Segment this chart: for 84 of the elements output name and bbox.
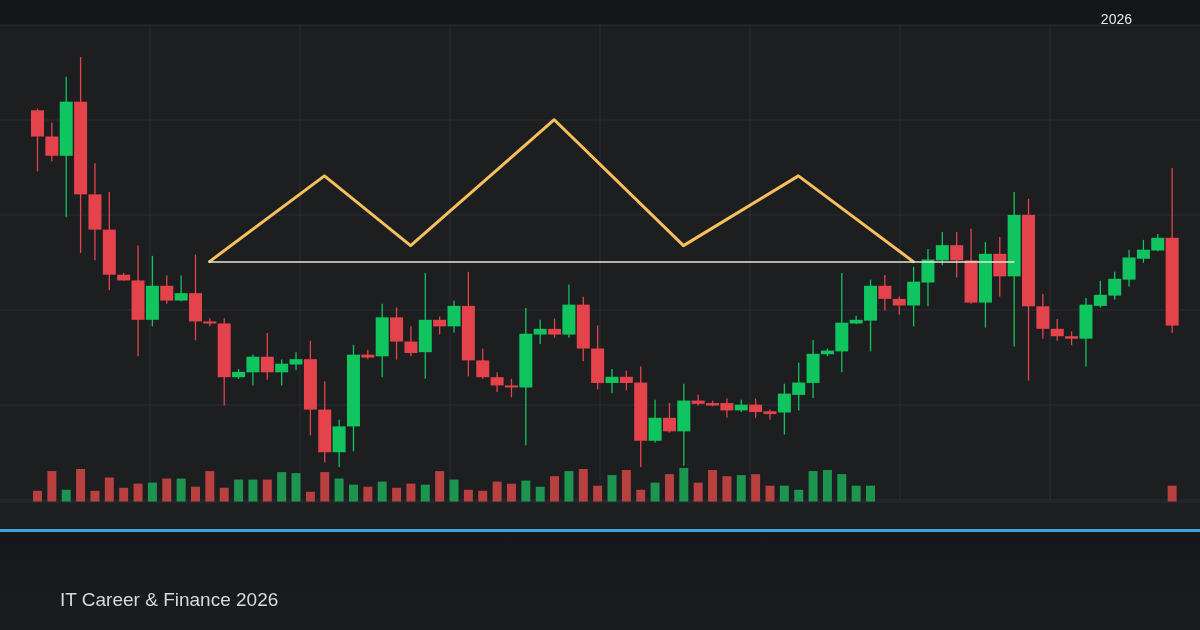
bar [190, 486, 200, 502]
bar [392, 487, 402, 502]
bar [506, 483, 516, 502]
bar [334, 478, 344, 502]
text: IT Career & Finance 2026 [60, 589, 279, 611]
candlestick [504, 378, 518, 398]
bar [262, 479, 272, 502]
bar [636, 489, 646, 502]
candlestick [533, 319, 547, 345]
candlestick [1036, 293, 1050, 340]
candlestick [45, 121, 59, 163]
bar [578, 469, 588, 502]
bar [291, 473, 301, 502]
bar [47, 471, 57, 502]
candlestick [950, 231, 964, 279]
bar [119, 487, 129, 502]
bar [664, 474, 674, 502]
bar [693, 482, 703, 502]
candlestick [892, 295, 906, 316]
bar [176, 478, 186, 502]
bar [808, 471, 818, 502]
bar [521, 480, 531, 502]
bar [363, 486, 373, 502]
bar [679, 468, 689, 502]
bar [104, 477, 114, 502]
candlestick [447, 299, 461, 334]
bar [162, 478, 172, 502]
bar [435, 471, 445, 502]
bar [76, 469, 86, 502]
candlestick [203, 317, 217, 328]
bar [866, 485, 876, 502]
bar [492, 481, 502, 502]
bar [406, 483, 416, 502]
bar [234, 479, 244, 502]
bar [650, 482, 660, 502]
bar [851, 485, 861, 502]
candlestick [1050, 318, 1064, 342]
bar [133, 483, 143, 502]
candlestick [433, 315, 447, 336]
bar [708, 470, 718, 502]
candlestick [619, 370, 633, 391]
candlestick [404, 325, 418, 357]
bar [779, 485, 789, 502]
bar [621, 470, 631, 502]
bar [277, 472, 287, 502]
bar [550, 476, 560, 502]
candlestick [648, 399, 662, 444]
bar [377, 481, 387, 502]
text: 2026 [1100, 11, 1132, 27]
candlestick [878, 274, 892, 312]
candlestick [605, 368, 619, 394]
bar [463, 489, 473, 502]
candlestick [476, 347, 490, 380]
candlestick [174, 274, 188, 303]
bar [248, 479, 258, 502]
candlestick [260, 332, 274, 381]
bar [593, 485, 603, 502]
bar [822, 470, 832, 502]
bar [736, 475, 746, 502]
bar [61, 489, 71, 502]
bar [751, 474, 761, 502]
bar [535, 486, 545, 502]
candlestick [662, 402, 676, 434]
bar [320, 472, 330, 502]
bar [348, 484, 358, 502]
candlestick [160, 274, 174, 305]
bar [607, 475, 617, 502]
bar [837, 474, 847, 502]
candlestick [548, 317, 562, 339]
candlestick [490, 371, 504, 393]
bar [765, 485, 775, 502]
candlestick [246, 354, 260, 387]
bar [722, 476, 732, 502]
candlestick [275, 358, 289, 387]
candlestick [289, 351, 303, 371]
bar [205, 471, 215, 502]
bar [147, 482, 157, 502]
bar [219, 487, 229, 502]
bar [1167, 485, 1177, 502]
bar [449, 479, 459, 502]
candlestick [935, 231, 949, 266]
bar [420, 484, 430, 502]
bar [794, 489, 804, 502]
bar [564, 471, 574, 502]
